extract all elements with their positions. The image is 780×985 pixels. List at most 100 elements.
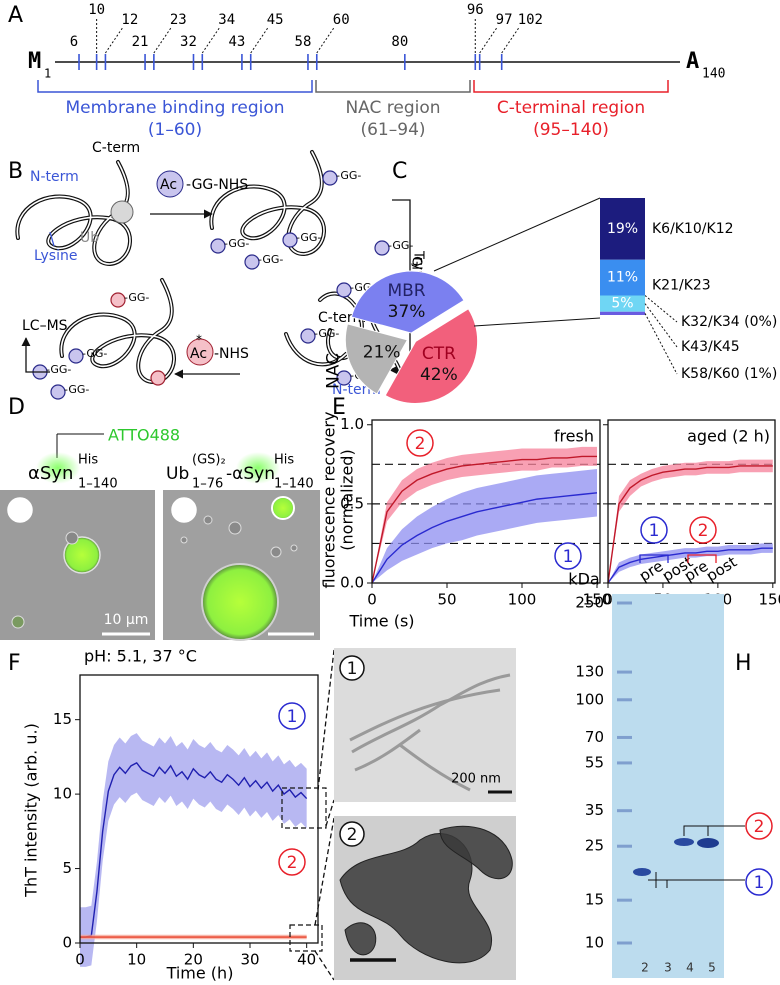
zoom-line xyxy=(325,799,335,827)
plot-frame xyxy=(371,419,601,584)
gg-label: -GG- xyxy=(336,169,361,182)
scale-bar-label: 200 nm xyxy=(451,772,501,787)
marker-circle xyxy=(278,848,306,876)
leader xyxy=(105,27,123,54)
lysine-label: 58 xyxy=(295,34,312,50)
acetyl-cap xyxy=(210,238,226,254)
construct-sup: (GS)₂ xyxy=(192,453,226,468)
marker-circle xyxy=(406,429,434,457)
x-tick-label: 0 xyxy=(603,591,613,609)
ladder-label: 100 xyxy=(575,690,604,708)
droplet xyxy=(270,546,282,558)
bar-segment xyxy=(600,311,645,315)
error-band xyxy=(608,459,773,583)
lane-label: post xyxy=(703,553,740,585)
annotation: aged (2 h) xyxy=(687,427,770,446)
bar-category: K6/K10/K12 xyxy=(652,221,734,237)
plot-frame xyxy=(79,674,319,944)
error-band xyxy=(608,543,773,583)
gg-label: -GG- xyxy=(224,237,249,250)
acetyl-cap xyxy=(300,328,316,344)
x-tick-label: 10 xyxy=(127,951,146,969)
zoom-line xyxy=(314,950,335,981)
marker-label: 1 xyxy=(649,521,660,541)
region-range: (95–140) xyxy=(533,120,609,140)
protein-chain xyxy=(284,332,348,367)
error-band xyxy=(80,733,307,967)
panel-label: F xyxy=(8,651,21,676)
marker-circle xyxy=(339,655,365,681)
lysine-label: 34 xyxy=(218,12,235,28)
marker-circle xyxy=(7,497,33,523)
chain-inner xyxy=(285,333,347,366)
marker-circle xyxy=(689,516,717,544)
ladder-band xyxy=(617,761,632,765)
pie-slice xyxy=(344,323,409,395)
marker-circle xyxy=(339,821,365,847)
lane-number: 3 xyxy=(664,961,672,975)
ladder-label: 10 xyxy=(585,934,604,952)
droplet xyxy=(65,531,79,545)
reagent-name: -NHS xyxy=(214,346,249,362)
protein-chain xyxy=(15,160,132,267)
panel-label: E xyxy=(332,395,346,420)
acetyl-cap xyxy=(244,254,260,270)
ladder-label: 70 xyxy=(585,728,604,746)
y-tick-label: 15 xyxy=(53,710,72,728)
gg-label: -GG- xyxy=(296,231,321,244)
n-term-label: N-term xyxy=(30,169,79,185)
scale-bar-label: 10 μm xyxy=(104,612,149,628)
x-tick-label: 40 xyxy=(297,951,316,969)
lysine-label: 6 xyxy=(70,34,78,50)
marker-label: 2 xyxy=(179,501,190,521)
region-bracket xyxy=(315,80,471,93)
reagent xyxy=(186,338,214,366)
marker-label: 1 xyxy=(754,873,765,893)
construct-sub: 1–140 xyxy=(78,477,118,492)
lysine-label: 10 xyxy=(88,2,105,18)
leader xyxy=(153,27,172,54)
marker-circle xyxy=(640,516,668,544)
lysine-label: 43 xyxy=(228,34,245,50)
lc-ms-label: LC–MS xyxy=(22,318,68,334)
unit-label: kDa xyxy=(568,570,599,589)
acetyl-cap xyxy=(50,384,66,400)
marker-circle xyxy=(554,542,582,570)
annotation: fresh xyxy=(554,427,594,446)
region-range: (61–94) xyxy=(360,120,425,140)
region-bracket xyxy=(37,80,313,93)
ladder-band xyxy=(617,698,632,702)
lane-bracket xyxy=(639,554,669,563)
zoom-line xyxy=(433,197,601,272)
lysine-label: 97 xyxy=(496,12,513,28)
bar-segment xyxy=(600,198,645,260)
lysine-label: 60 xyxy=(333,12,350,28)
ladder-label: 25 xyxy=(585,837,604,855)
data-line xyxy=(371,455,597,584)
acetyl-cap xyxy=(336,370,352,386)
leader xyxy=(501,27,520,54)
data-line xyxy=(607,465,773,584)
acetyl-cap xyxy=(110,292,126,308)
data-line xyxy=(607,547,773,584)
panel-label: H xyxy=(735,651,752,676)
region-range: (1–60) xyxy=(148,120,202,140)
c-term-label: C-term xyxy=(92,140,140,156)
marker-label: 2 xyxy=(347,825,358,845)
end-index: 140 xyxy=(702,67,725,82)
zoom-line xyxy=(314,817,335,926)
lysine-label: 23 xyxy=(170,12,187,28)
acetyl-cap xyxy=(336,282,352,298)
ladder-band xyxy=(617,670,632,674)
end-residue: A xyxy=(686,49,699,74)
acetyl-cap xyxy=(322,170,338,186)
gg-label: -GG- xyxy=(258,253,283,266)
error-band xyxy=(372,469,597,583)
protein-band xyxy=(633,868,651,876)
lysine-label: Lysine xyxy=(34,248,77,264)
lane-number: 4 xyxy=(686,961,694,975)
x-tick-label: 0 xyxy=(75,951,85,969)
marker-label: 2 xyxy=(415,434,426,454)
aggregate xyxy=(439,825,513,880)
